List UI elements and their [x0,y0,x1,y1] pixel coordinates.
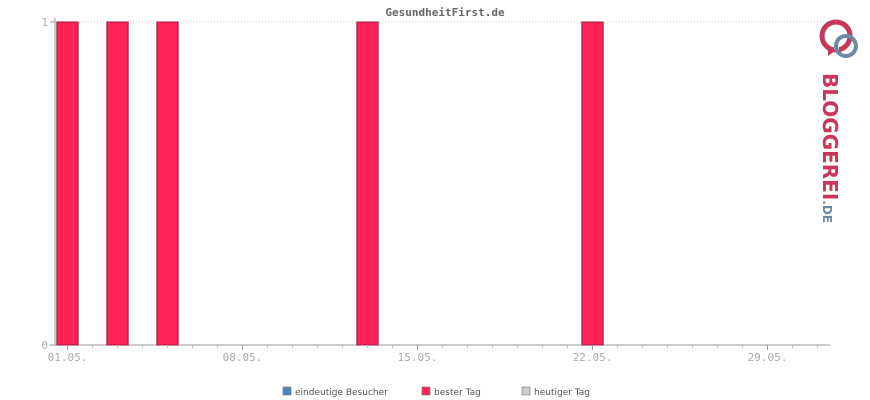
legend-swatch [282,386,292,396]
legend-label: heutiger Tag [534,388,590,398]
x-tick-label: 15.05. [398,351,438,364]
legend: eindeutige Besucher bester Tag heutiger Ta… [282,386,590,398]
legend-label: bester Tag [434,388,481,398]
x-tick-label: 08.05. [223,351,263,364]
logo-text: BLOGGEREI.DE [818,73,842,223]
x-axis-ticks: 01.05. 08.05. 15.05. 22.05. 29.05. [48,345,818,364]
legend-swatch [521,386,531,396]
bar [56,21,79,346]
legend-swatch [421,386,431,396]
chart-title: GesundheitFirst.de [385,6,505,19]
bloggerei-logo: BLOGGEREI.DE [818,19,858,223]
logo-icon [819,19,858,58]
y-axis-ticks: 01 [41,16,55,352]
x-tick-label: 29.05. [748,351,788,364]
x-tick-label: 01.05. [48,351,88,364]
bar [106,21,129,346]
x-tick-label: 22.05. [573,351,613,364]
y-tick-label: 0 [41,339,48,352]
bar [156,21,179,346]
y-tick-label: 1 [41,16,48,29]
bar [356,21,379,346]
bar [581,21,604,346]
bars [56,21,604,346]
legend-label: eindeutige Besucher [295,388,388,398]
